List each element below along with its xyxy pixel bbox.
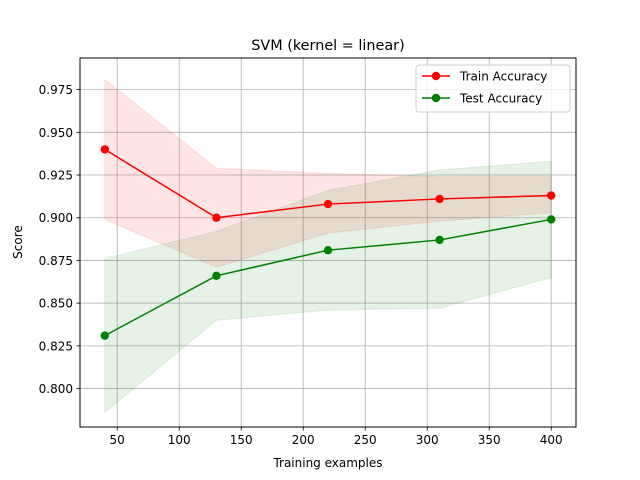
- test-accuracy-point: [435, 235, 444, 245]
- train-accuracy-point: [212, 213, 221, 222]
- legend-marker: [431, 71, 441, 81]
- y-tick-label: 0.800: [39, 382, 73, 396]
- grid-layer: [80, 58, 576, 427]
- train-accuracy-point: [323, 199, 333, 209]
- plot-frame: [79, 57, 577, 428]
- test-accuracy-band: [104, 160, 552, 414]
- y-tick-label: 0.950: [39, 126, 73, 140]
- train-accuracy-point: [435, 194, 444, 204]
- test-accuracy-point: [323, 245, 333, 255]
- line-layer: [100, 145, 556, 340]
- chart-title: SVM (kernel = linear): [251, 38, 404, 54]
- tick-layer: 50 100 150 200 250 300 350 400 0.800 0.825 0.850 0.…: [39, 83, 563, 447]
- x-tick-label: 100: [168, 433, 191, 447]
- x-tick-label: 350: [478, 433, 501, 447]
- x-tick-label: 200: [292, 433, 315, 447]
- y-tick-label: 0.875: [39, 254, 73, 268]
- y-axis-label: Score: [11, 225, 25, 259]
- test-accuracy-point: [547, 215, 556, 224]
- legend-marker: [431, 93, 441, 103]
- legend-box: [415, 64, 571, 113]
- y-tick-label: 0.900: [39, 211, 73, 225]
- x-tick-label: 50: [110, 433, 125, 447]
- y-tick-label: 0.975: [39, 83, 73, 97]
- legend: Train Accuracy Test Accuracy: [415, 64, 571, 113]
- legend-label: Test Accuracy: [459, 92, 542, 106]
- train-accuracy-point: [547, 191, 556, 200]
- x-tick-label: 250: [354, 433, 377, 447]
- x-tick-label: 400: [540, 433, 563, 447]
- test-accuracy-point: [100, 331, 110, 340]
- legend-label: Train Accuracy: [459, 70, 547, 84]
- y-tick-label: 0.925: [39, 169, 73, 183]
- x-axis-label: Training examples: [272, 456, 382, 470]
- test-accuracy-point: [212, 271, 221, 281]
- y-tick-label: 0.850: [39, 297, 73, 311]
- train-accuracy-point: [100, 145, 110, 154]
- y-tick-label: 0.825: [39, 339, 73, 353]
- x-tick-label: 150: [230, 433, 253, 447]
- x-tick-label: 300: [416, 433, 439, 447]
